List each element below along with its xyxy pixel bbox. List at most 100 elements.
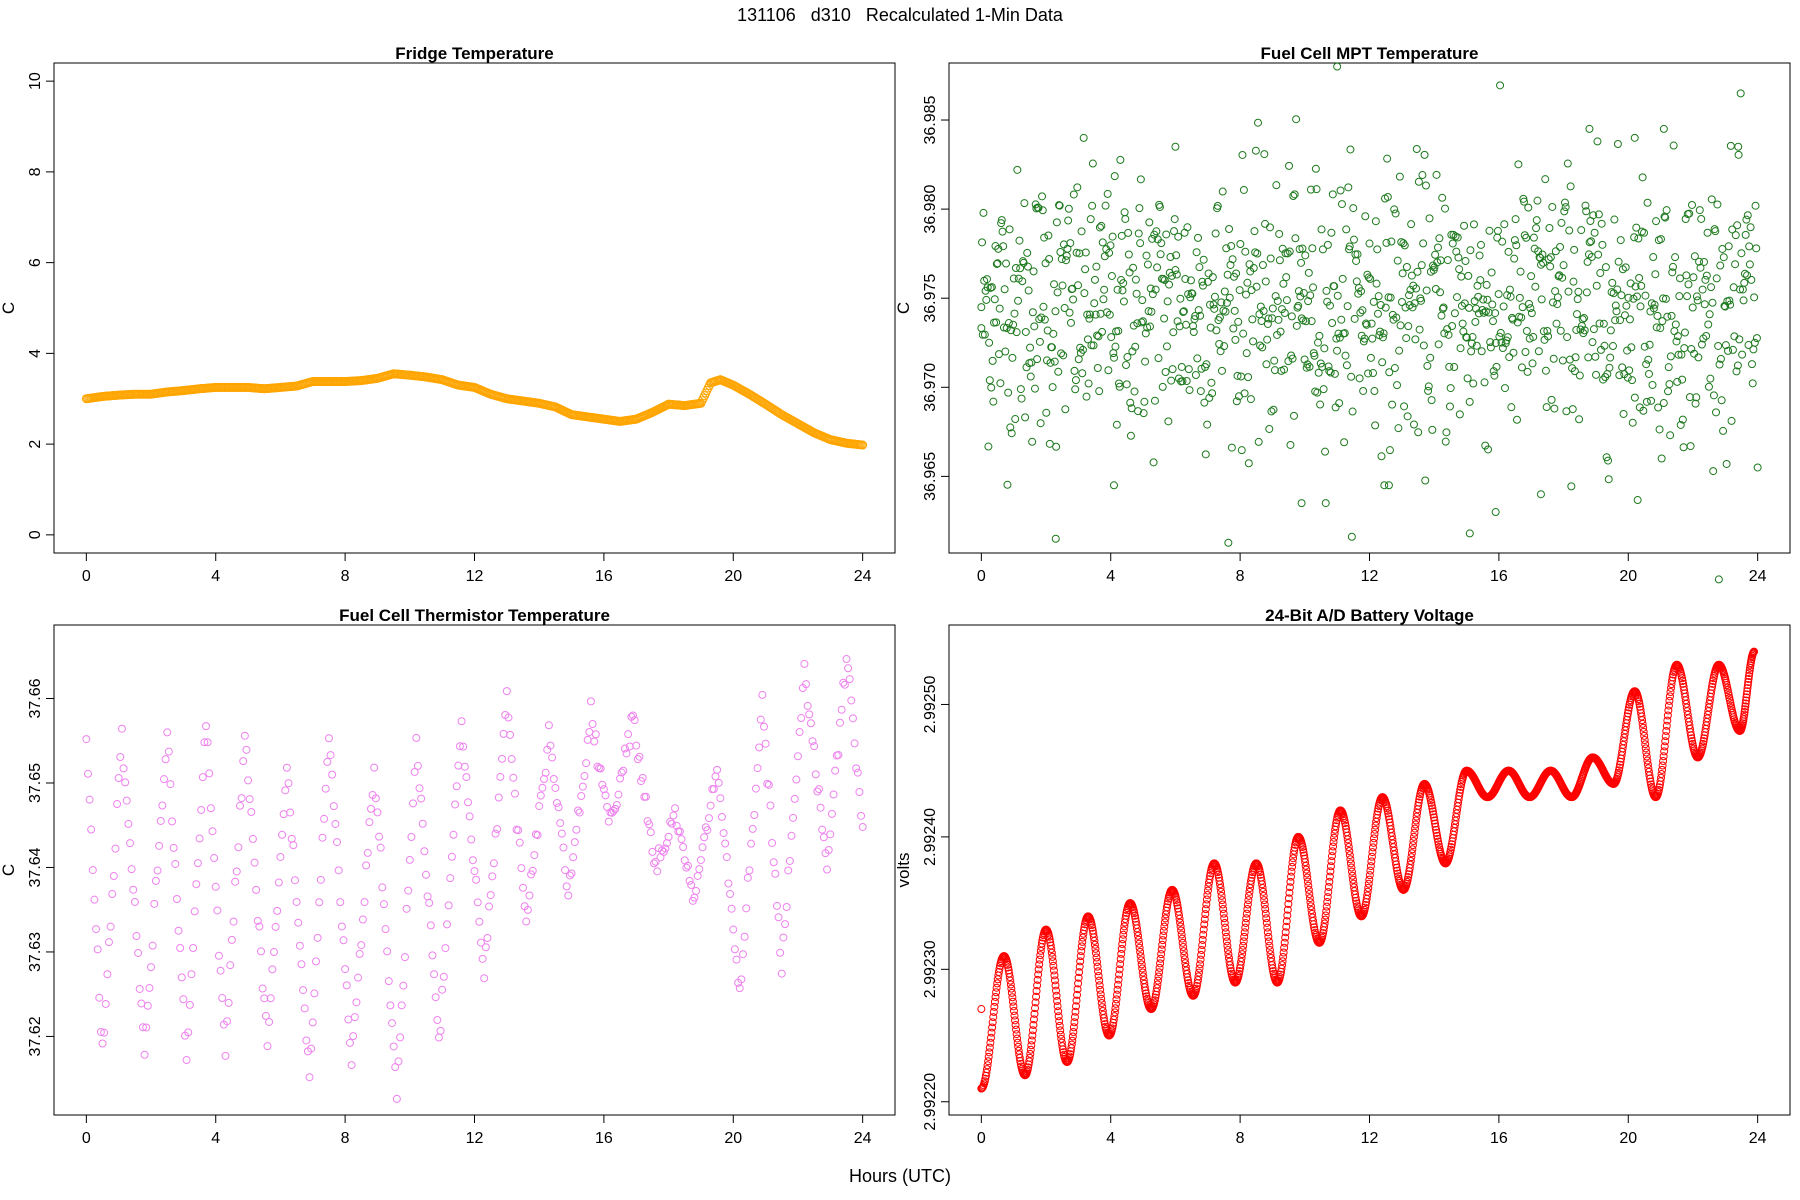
data-point (1071, 385, 1080, 394)
data-point (1716, 261, 1725, 270)
data-point (514, 826, 523, 835)
data-point (1219, 909, 1228, 918)
data-point (1182, 320, 1191, 329)
data-point (1023, 262, 1032, 271)
data-point (1105, 310, 1114, 319)
data-point (1143, 260, 1152, 269)
data-point (1580, 314, 1589, 323)
data-point (683, 861, 692, 870)
data-point (1175, 911, 1184, 920)
data-point (1471, 317, 1480, 326)
data-point (982, 295, 991, 304)
data-point (1285, 883, 1294, 892)
data-point (1265, 223, 1274, 232)
data-point (172, 895, 181, 904)
data-point (1093, 962, 1102, 971)
data-point (1146, 322, 1155, 331)
data-point (1536, 490, 1545, 499)
data-point (1611, 316, 1620, 325)
data-point (1210, 292, 1219, 301)
data-point (1164, 417, 1173, 426)
data-point (1242, 349, 1251, 358)
data-point (1258, 260, 1267, 269)
data-point (983, 1061, 992, 1070)
data-point (1527, 272, 1536, 281)
data-point (990, 1002, 999, 1011)
data-point (1196, 960, 1205, 969)
data-point (1089, 341, 1098, 350)
data-point (1030, 1009, 1039, 1018)
data-point (1055, 1021, 1064, 1030)
data-point (1689, 273, 1698, 282)
data-point (1414, 798, 1423, 807)
data-point (281, 786, 290, 795)
data-point (984, 1057, 993, 1066)
data-point (1232, 397, 1241, 406)
data-point (1752, 334, 1761, 343)
data-point (1437, 311, 1446, 320)
data-point (1238, 950, 1247, 959)
data-point (1098, 327, 1107, 336)
data-point (1365, 875, 1374, 884)
data-point (519, 883, 528, 892)
data-point (1194, 233, 1203, 242)
data-point (1333, 346, 1342, 355)
data-point (1191, 371, 1200, 380)
data-point (1347, 867, 1356, 876)
data-point (1045, 935, 1054, 944)
data-point (713, 765, 722, 774)
data-point (1712, 274, 1721, 283)
data-point (1005, 972, 1014, 981)
data-point (1048, 957, 1057, 966)
data-point (1051, 534, 1060, 543)
data-point (1455, 788, 1464, 797)
data-point (1198, 935, 1207, 944)
data-point (1748, 360, 1757, 369)
data-point (1412, 816, 1421, 825)
data-point (619, 766, 628, 775)
data-point (1292, 321, 1301, 330)
data-point (1521, 347, 1530, 356)
y-tick-label: 4 (27, 349, 44, 358)
data-point (711, 772, 720, 781)
data-point (1427, 396, 1436, 405)
data-point (470, 867, 479, 876)
data-point (1334, 329, 1343, 338)
data-point (197, 805, 206, 814)
data-point (1282, 922, 1291, 931)
data-point (308, 1018, 317, 1027)
data-point (1418, 171, 1427, 180)
data-point (1182, 377, 1191, 386)
data-point (1221, 928, 1230, 937)
data-point (1342, 225, 1351, 234)
data-point (1550, 404, 1559, 413)
data-point (1376, 301, 1385, 310)
data-point (227, 935, 236, 944)
data-point (1033, 355, 1042, 364)
x-tick-label: 12 (466, 1130, 484, 1147)
data-point (1659, 294, 1668, 303)
data-point (1736, 89, 1745, 98)
data-point (1150, 396, 1159, 405)
data-point (1094, 967, 1103, 976)
data-point (759, 722, 768, 731)
data-point (1349, 204, 1358, 213)
data-point (1431, 822, 1440, 831)
data-point (341, 965, 350, 974)
data-point (1700, 257, 1709, 266)
data-point (434, 1033, 443, 1042)
data-point (1321, 499, 1330, 508)
data-point (582, 759, 591, 768)
data-point (823, 865, 832, 874)
data-point (93, 945, 102, 954)
data-point (1571, 353, 1580, 362)
data-point (1020, 199, 1029, 208)
data-point (1462, 333, 1471, 342)
data-point (724, 879, 733, 888)
data-point (800, 659, 809, 668)
data-point (1069, 1028, 1078, 1037)
data-point (117, 724, 126, 733)
data-point (1215, 313, 1224, 322)
data-point (1311, 387, 1320, 396)
